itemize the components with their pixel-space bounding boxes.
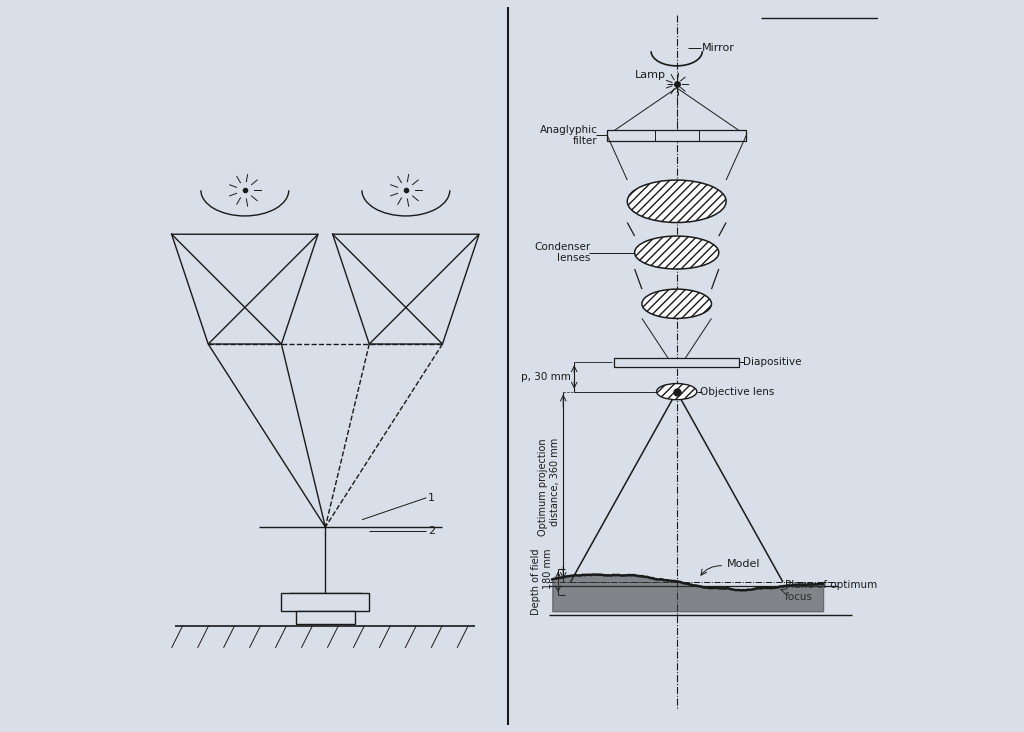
Ellipse shape [656,384,696,400]
Bar [614,358,739,367]
Text: Model: Model [726,559,760,569]
Text: 2: 2 [428,526,435,536]
Text: 1: 1 [428,493,435,503]
Text: Anaglyphic
filter: Anaglyphic filter [540,124,598,146]
Ellipse shape [628,180,726,223]
Bar [607,130,746,141]
Text: p, 30 mm: p, 30 mm [520,372,570,382]
Ellipse shape [635,236,719,269]
Text: Condenser
lenses: Condenser lenses [535,242,590,264]
Text: Objective lens: Objective lens [700,386,774,397]
Text: Depth of field
180 mm: Depth of field 180 mm [531,549,553,615]
Text: Diapositive: Diapositive [742,357,801,367]
Text: Lamp: Lamp [635,70,666,81]
Bar [282,593,370,611]
Ellipse shape [642,289,712,318]
Text: Mirror: Mirror [702,42,735,53]
Text: Plane of optimum
focus: Plane of optimum focus [785,580,878,602]
Text: Optimum projection
distance, 360 mm: Optimum projection distance, 360 mm [538,438,559,536]
Bar [296,611,354,624]
